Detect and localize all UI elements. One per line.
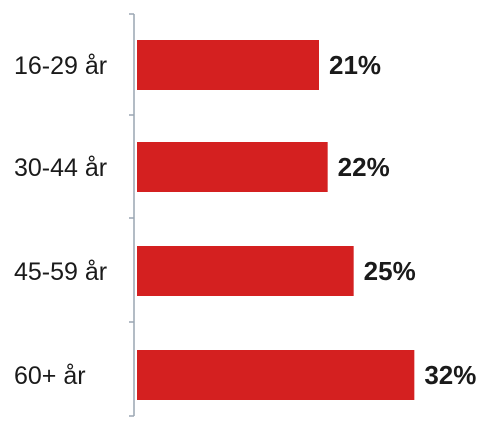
bar — [137, 246, 354, 296]
category-label: 16-29 år — [14, 52, 107, 80]
value-labels: 21% 22% 25% 32% — [329, 50, 476, 390]
y-axis-ticks — [129, 13, 134, 417]
value-label: 25% — [364, 256, 416, 286]
category-labels: 16-29 år 30-44 år 45-59 år 60+ år — [14, 52, 107, 390]
bars-group — [137, 40, 415, 400]
bar — [137, 142, 328, 192]
category-label: 60+ år — [14, 362, 86, 390]
bar — [137, 40, 319, 90]
bar — [137, 350, 415, 400]
value-label: 32% — [424, 360, 476, 390]
category-label: 45-59 år — [14, 258, 107, 286]
value-label: 21% — [329, 50, 381, 80]
value-label: 22% — [338, 152, 390, 182]
category-label: 30-44 år — [14, 154, 107, 182]
